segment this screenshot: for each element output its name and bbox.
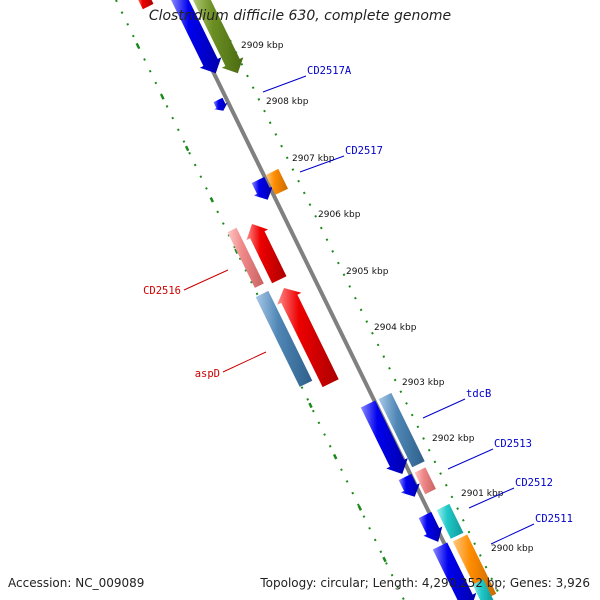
gene-label-cd2517[interactable]: CD2517 xyxy=(345,145,383,157)
gene-labels: CD2517A CD2517 CD2516 aspD tdcB CD2513 CD2512 C… xyxy=(143,65,573,545)
gene-label-cd2517a[interactable]: CD2517A xyxy=(307,65,352,77)
orange-feature xyxy=(265,168,288,195)
cyan-feature xyxy=(436,503,464,539)
reverse-orf-feature xyxy=(414,467,436,495)
tick-label: 2906 kbp xyxy=(318,210,361,220)
genome-summary-text: Topology: circular; Length: 4,290,252 bp… xyxy=(260,576,590,590)
forward-cds-arrow xyxy=(418,511,443,542)
forward-cds-arrow xyxy=(171,0,222,74)
tick-label: 2907 kbp xyxy=(292,154,335,164)
gene-leader-line xyxy=(299,155,345,173)
accession-text: Accession: NC_009089 xyxy=(8,576,145,590)
forward-cds-arrow xyxy=(213,97,228,111)
map-title: Clostridium difficile 630, complete geno… xyxy=(148,8,452,24)
gene-label-cd2516[interactable]: CD2516 xyxy=(143,285,181,297)
cyan-feature xyxy=(472,579,494,600)
reverse-cds-feature xyxy=(138,0,154,10)
forward-orf-feature xyxy=(378,392,425,468)
gene-label-cd2513[interactable]: CD2513 xyxy=(494,438,532,450)
tick-label: 2901 kbp xyxy=(461,489,504,499)
forward-cds-arrow xyxy=(251,176,273,200)
gene-leader-line xyxy=(422,398,466,419)
gene-leader-line xyxy=(447,448,494,470)
gene-label-aspd[interactable]: aspD xyxy=(195,368,220,380)
forward-cds-arrow xyxy=(360,400,408,474)
gene-features xyxy=(138,0,497,600)
tick-label: 2909 kbp xyxy=(241,41,284,51)
gene-label-tdcb[interactable]: tdcB xyxy=(466,388,491,400)
reverse-orf-feature xyxy=(227,227,264,288)
gene-label-cd2512[interactable]: CD2512 xyxy=(515,477,553,489)
forward-cds-arrow xyxy=(398,473,420,497)
gene-leader-line xyxy=(222,351,267,373)
gene-label-cd2511[interactable]: CD2511 xyxy=(535,513,573,525)
tick-label: 2900 kbp xyxy=(491,544,534,554)
gene-leader-line xyxy=(262,75,307,93)
reverse-cds-arrow xyxy=(246,224,287,284)
reverse-cds-arrow xyxy=(277,288,339,388)
gene-leader-line xyxy=(490,523,535,545)
tick-label: 2902 kbp xyxy=(432,434,475,444)
tick-labels: 2909 kbp 2908 kbp 2907 kbp 2906 kbp 2905 kbp… xyxy=(241,41,534,554)
gene-leader-line xyxy=(183,269,229,291)
forward-orf-feature xyxy=(255,290,313,387)
tick-label: 2905 kbp xyxy=(346,267,389,277)
tick-label: 2908 kbp xyxy=(266,97,309,107)
green-feature-arrow xyxy=(193,0,244,74)
forward-cds-arrow xyxy=(432,542,477,600)
tick-label: 2904 kbp xyxy=(374,323,417,333)
genome-backbone xyxy=(176,0,474,600)
gene-leader-line xyxy=(468,487,515,509)
tick-label: 2903 kbp xyxy=(402,378,445,388)
